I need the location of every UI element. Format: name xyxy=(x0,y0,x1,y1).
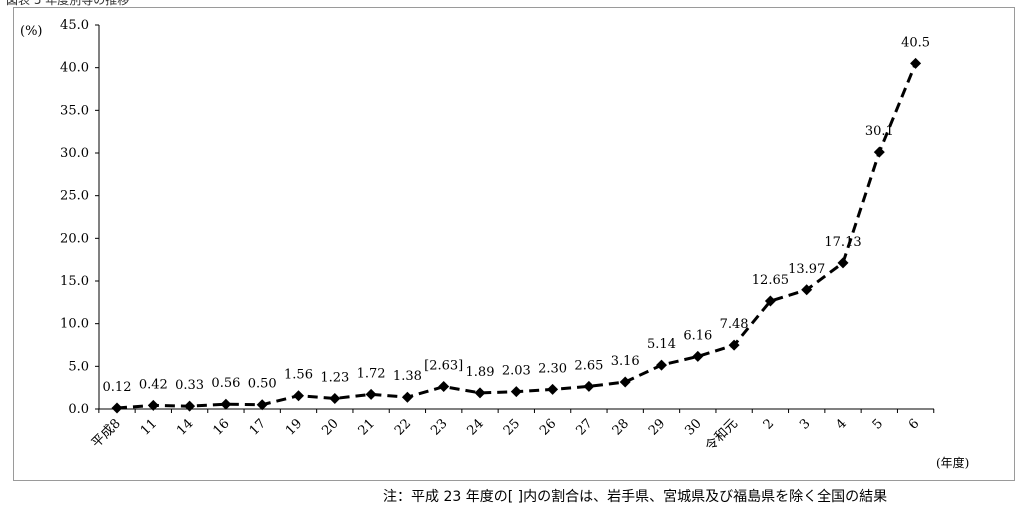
data-label: 3.16 xyxy=(611,354,640,369)
data-point-marker xyxy=(510,386,522,398)
y-tick-label: 15.0 xyxy=(60,274,89,289)
data-point-marker xyxy=(728,339,740,351)
data-point-marker xyxy=(438,381,450,393)
data-label: 0.56 xyxy=(211,376,240,391)
data-label: 12.65 xyxy=(752,273,789,288)
data-point-marker xyxy=(619,376,631,388)
data-label: 2.30 xyxy=(538,361,567,376)
x-tick-label: 16 xyxy=(210,416,232,438)
data-labels: 0.12 0.42 0.33 0.56 0.50 1.56 1.23 1.72 1.38[2.6… xyxy=(103,35,931,395)
x-tick-label: 30 xyxy=(682,416,704,438)
x-tick-label: 令和元 xyxy=(703,416,741,454)
data-point-marker xyxy=(873,146,885,158)
chart-frame: 0.0 5.0 10.0 15.0 20.0 25.0 30.0 35.0 40.0 45.0 平… xyxy=(13,7,1015,481)
data-label: 1.89 xyxy=(466,365,495,380)
data-point-marker xyxy=(910,57,922,69)
x-tick-label: 11 xyxy=(138,416,160,438)
x-tick-label: 21 xyxy=(356,416,378,438)
x-tick-label: 20 xyxy=(319,416,341,438)
data-point-marker xyxy=(547,383,559,395)
data-point-marker xyxy=(365,388,377,400)
data-label: 5.14 xyxy=(647,337,676,352)
data-point-marker xyxy=(293,390,304,402)
data-label: 6.16 xyxy=(683,328,712,343)
x-tick-label: 平成8 xyxy=(89,416,124,451)
y-tick-label: 45.0 xyxy=(60,18,89,33)
data-label: 1.38 xyxy=(393,369,422,384)
data-point-marker xyxy=(583,380,595,392)
data-label: 1.23 xyxy=(320,371,349,386)
data-point-marker xyxy=(220,398,232,410)
data-markers xyxy=(111,57,922,414)
data-label: 0.50 xyxy=(248,377,277,392)
y-tick-label: 10.0 xyxy=(60,317,89,332)
x-tick-label: 22 xyxy=(392,416,414,438)
x-tick-label: 23 xyxy=(428,416,450,438)
chart-axes xyxy=(95,24,935,413)
x-tick-label: 3 xyxy=(797,416,813,432)
data-label: 2.03 xyxy=(502,364,531,379)
data-point-marker xyxy=(111,402,123,414)
data-point-marker xyxy=(184,400,196,412)
data-label: 2.65 xyxy=(574,358,603,373)
data-label: 1.72 xyxy=(357,366,386,381)
data-point-marker xyxy=(147,399,159,411)
data-point-marker xyxy=(764,295,776,307)
y-axis-label: (%) xyxy=(20,24,43,39)
data-label: 0.42 xyxy=(139,377,168,392)
y-tick-label: 30.0 xyxy=(60,146,89,161)
data-label: 0.33 xyxy=(175,378,204,393)
data-point-marker xyxy=(329,393,341,405)
x-tick-label: 27 xyxy=(573,416,595,438)
footnote: 注：平成 23 年度の[ ]内の割合は、岩手県、宮城県及び福島県を除く全国の結果 xyxy=(383,489,888,505)
x-tick-label: 5 xyxy=(870,416,886,432)
cropped-heading: 図表 5 年度別等の推移 xyxy=(6,0,130,7)
y-tick-labels: 0.0 5.0 10.0 15.0 20.0 25.0 30.0 35.0 40.0 45.0 xyxy=(60,18,89,417)
data-label: 40.5 xyxy=(901,35,930,50)
data-point-marker xyxy=(801,284,813,296)
x-axis-unit: (年度) xyxy=(936,455,969,470)
x-tick-label: 25 xyxy=(501,416,523,438)
x-tick-label: 6 xyxy=(906,416,922,432)
data-point-marker xyxy=(401,391,413,403)
data-point-marker xyxy=(692,350,704,362)
data-point-marker xyxy=(474,387,486,399)
y-tick-label: 35.0 xyxy=(60,103,89,118)
y-tick-label: 5.0 xyxy=(68,359,89,374)
data-label: 1.56 xyxy=(284,368,313,383)
x-tick-label: 14 xyxy=(174,416,196,438)
line-chart: 0.0 5.0 10.0 15.0 20.0 25.0 30.0 35.0 40.0 45.0 平… xyxy=(20,18,969,470)
x-tick-label: 24 xyxy=(465,416,487,438)
y-tick-label: 0.0 xyxy=(68,402,89,417)
x-tick-label: 26 xyxy=(537,416,559,438)
data-label: 17.13 xyxy=(824,235,861,250)
x-tick-label: 2 xyxy=(761,416,777,432)
data-label: 30.1 xyxy=(865,124,894,139)
y-tick-label: 20.0 xyxy=(60,231,89,246)
data-label: 0.12 xyxy=(103,380,132,395)
x-tick-label: 29 xyxy=(646,416,668,438)
x-tick-label: 28 xyxy=(610,416,632,438)
series-line xyxy=(116,62,917,410)
x-tick-label: 19 xyxy=(283,416,305,438)
data-label: 13.97 xyxy=(788,262,825,277)
x-tick-label: 17 xyxy=(247,416,269,438)
y-tick-label: 25.0 xyxy=(60,189,89,204)
y-tick-label: 40.0 xyxy=(60,61,89,76)
data-label: [2.63] xyxy=(424,359,463,374)
data-point-marker xyxy=(837,257,849,269)
x-tick-label: 4 xyxy=(833,416,849,432)
data-point-marker xyxy=(256,399,268,411)
data-label: 7.48 xyxy=(720,317,749,332)
data-point-marker xyxy=(656,359,667,371)
